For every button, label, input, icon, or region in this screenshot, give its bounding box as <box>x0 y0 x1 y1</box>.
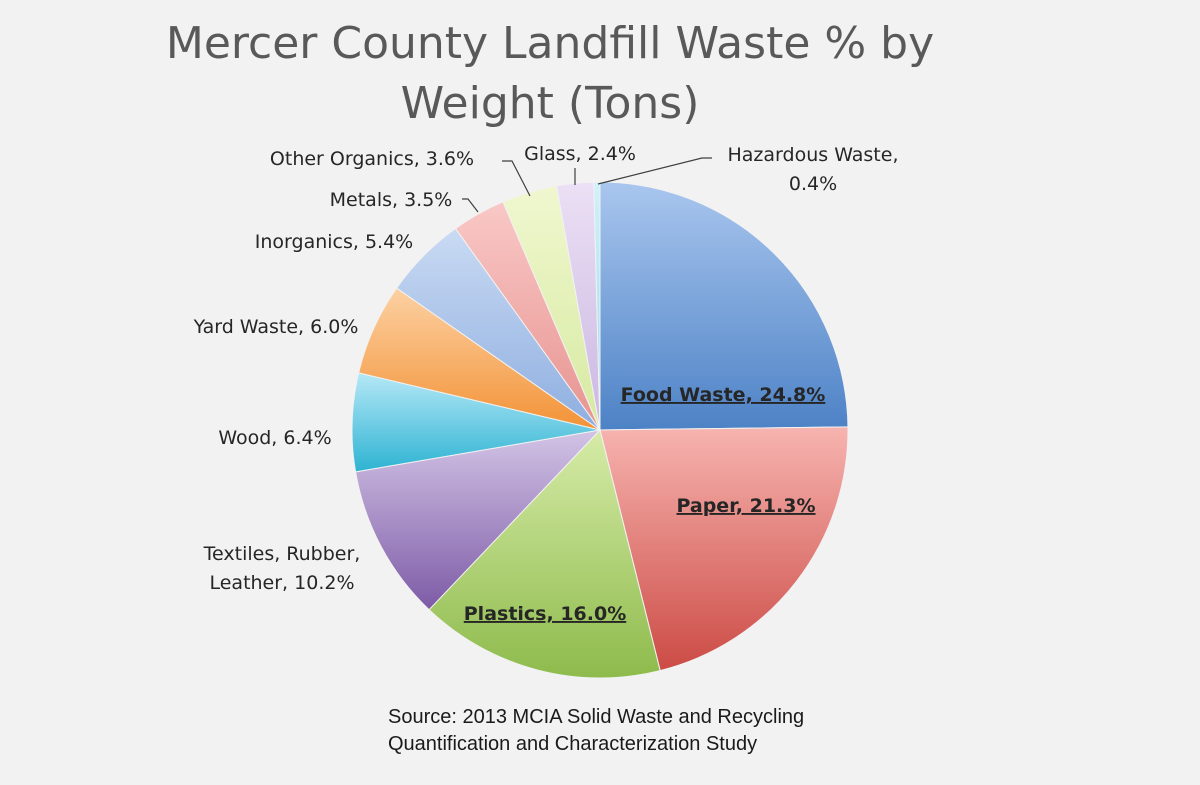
pie-slice-paper <box>599 426 849 672</box>
slice-label-other-organics: Other Organics, 3.6% <box>270 148 474 170</box>
pie-slice-hazardous-waste <box>593 181 601 431</box>
slice-label-plastics: Plastics, 16.0% <box>464 603 626 625</box>
pie-slice-textiles-rubber-leather <box>354 429 602 611</box>
slice-label-inorganics: Inorganics, 5.4% <box>255 231 413 253</box>
slice-label-food-waste: Food Waste, 24.8% <box>621 384 826 406</box>
source-note: Source: 2013 MCIA Solid Waste and Recycl… <box>388 706 805 755</box>
slice-label-glass: Glass, 2.4% <box>524 143 636 165</box>
pie-slices <box>351 181 849 679</box>
leader-line-metals <box>462 198 479 213</box>
slice-label-wood: Wood, 6.4% <box>218 427 331 449</box>
slice-label-metals: Metals, 3.5% <box>330 189 453 211</box>
slice-label-paper: Paper, 21.3% <box>676 495 815 517</box>
slice-label-yard-waste: Yard Waste, 6.0% <box>193 316 359 338</box>
leader-line-hazardous-waste <box>597 157 712 185</box>
slice-label-hazardous-waste: Hazardous Waste, 0.4% <box>728 144 899 195</box>
leader-lines <box>462 157 712 213</box>
pie-slice-plastics <box>428 428 661 679</box>
leader-line-other-organics <box>502 160 531 197</box>
chart-title: Mercer County Landfill Waste % by Weight… <box>165 18 935 129</box>
slice-labels: Food Waste, 24.8% Paper, 21.3% Plastics, 1… <box>193 143 899 625</box>
slice-label-textiles-rubber-leather: Textiles, Rubber, Leather, 10.2% <box>203 543 361 594</box>
pie-slice-food-waste <box>599 181 849 431</box>
